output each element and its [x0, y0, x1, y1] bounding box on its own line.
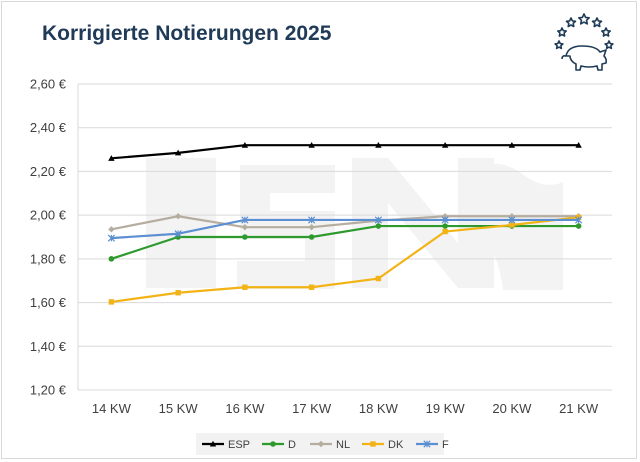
- triangle-marker: [241, 142, 249, 148]
- triangle-marker: [575, 142, 582, 148]
- circle-marker: [108, 256, 115, 262]
- square-marker: [308, 284, 315, 290]
- star-marker: [107, 234, 115, 242]
- pig-with-eu-stars-icon: [554, 13, 614, 71]
- star-marker: [374, 216, 382, 224]
- y-tick-label: 2,60 €: [30, 77, 67, 92]
- y-tick-label: 1,40 €: [30, 339, 67, 354]
- series-lines: [107, 142, 583, 305]
- x-tick-label: 20 KW: [492, 401, 532, 416]
- series-esp: [108, 142, 582, 161]
- legend-item-f: F: [416, 439, 449, 451]
- x-tick-label: 21 KW: [559, 401, 599, 416]
- legend-item-d: D: [262, 439, 296, 451]
- triangle-marker: [108, 155, 115, 161]
- square-marker: [242, 284, 248, 290]
- x-tick-label: 17 KW: [292, 401, 332, 416]
- series-line: [111, 216, 579, 304]
- chart-title: Korrigierte Notierungen 2025: [42, 22, 332, 45]
- y-tick-label: 2,20 €: [30, 164, 67, 179]
- x-tick-label: 16 KW: [225, 401, 265, 416]
- square-marker: [175, 290, 181, 296]
- diamond-marker: [441, 213, 449, 220]
- legend-label: D: [288, 439, 296, 451]
- circle-marker: [308, 234, 315, 240]
- legend-item-esp: ESP: [202, 439, 250, 451]
- star-marker: [575, 216, 583, 224]
- square-marker: [108, 299, 115, 305]
- square-marker: [509, 222, 515, 228]
- x-tick-label: 19 KW: [426, 401, 466, 416]
- y-axis-tick-labels: 1,20 € 1,40 € 1,60 € 1,80 € 2,00 € 2,20 € 2,40…: [30, 77, 67, 398]
- triangle-marker: [209, 440, 217, 447]
- circle-marker: [575, 223, 582, 229]
- star-marker: [241, 216, 249, 224]
- triangle-marker: [441, 142, 449, 148]
- legend-item-nl: NL: [310, 439, 350, 451]
- series-line: [111, 215, 579, 231]
- square-marker: [442, 228, 448, 235]
- circle-marker: [242, 234, 248, 240]
- triangle-marker: [375, 142, 382, 148]
- diamond-marker: [241, 223, 249, 231]
- legend-label: NL: [336, 439, 350, 451]
- gridlines: [77, 83, 612, 391]
- series-line: [111, 218, 579, 240]
- diamond-marker: [108, 226, 115, 233]
- y-tick-label: 2,40 €: [30, 120, 67, 135]
- x-tick-label: 18 KW: [359, 401, 399, 416]
- legend-item-dk: DK: [362, 439, 404, 451]
- square-marker: [370, 441, 376, 447]
- legend-label: DK: [388, 439, 404, 451]
- y-tick-label: 1,60 €: [30, 295, 67, 310]
- y-tick-label: 1,80 €: [30, 251, 67, 266]
- y-tick-label: 1,20 €: [30, 383, 67, 398]
- x-tick-label: 15 KW: [159, 401, 199, 416]
- triangle-marker: [508, 142, 516, 148]
- triangle-marker: [174, 149, 182, 156]
- legend: ESP D NL DK F: [196, 433, 449, 455]
- series-f: [107, 216, 583, 242]
- star-marker: [441, 216, 449, 224]
- series-line: [111, 144, 579, 160]
- star-marker: [308, 216, 316, 224]
- circle-marker: [442, 223, 448, 229]
- y-tick-label: 2,00 €: [30, 208, 67, 223]
- star-marker: [423, 440, 431, 448]
- legend-label: ESP: [228, 439, 250, 451]
- square-marker: [375, 275, 382, 282]
- legend-label: F: [442, 439, 449, 451]
- diamond-marker: [317, 440, 325, 448]
- x-axis-tick-labels: 14 KW 15 KW 16 KW 17 KW 18 KW 19 KW 20 KW 21 KW: [92, 401, 599, 416]
- circle-marker: [270, 441, 276, 447]
- triangle-marker: [308, 142, 315, 148]
- diamond-marker: [174, 213, 182, 220]
- circle-marker: [375, 223, 382, 229]
- star-marker: [174, 230, 182, 238]
- diamond-marker: [308, 223, 315, 231]
- star-marker: [508, 216, 516, 224]
- x-tick-label: 14 KW: [92, 401, 132, 416]
